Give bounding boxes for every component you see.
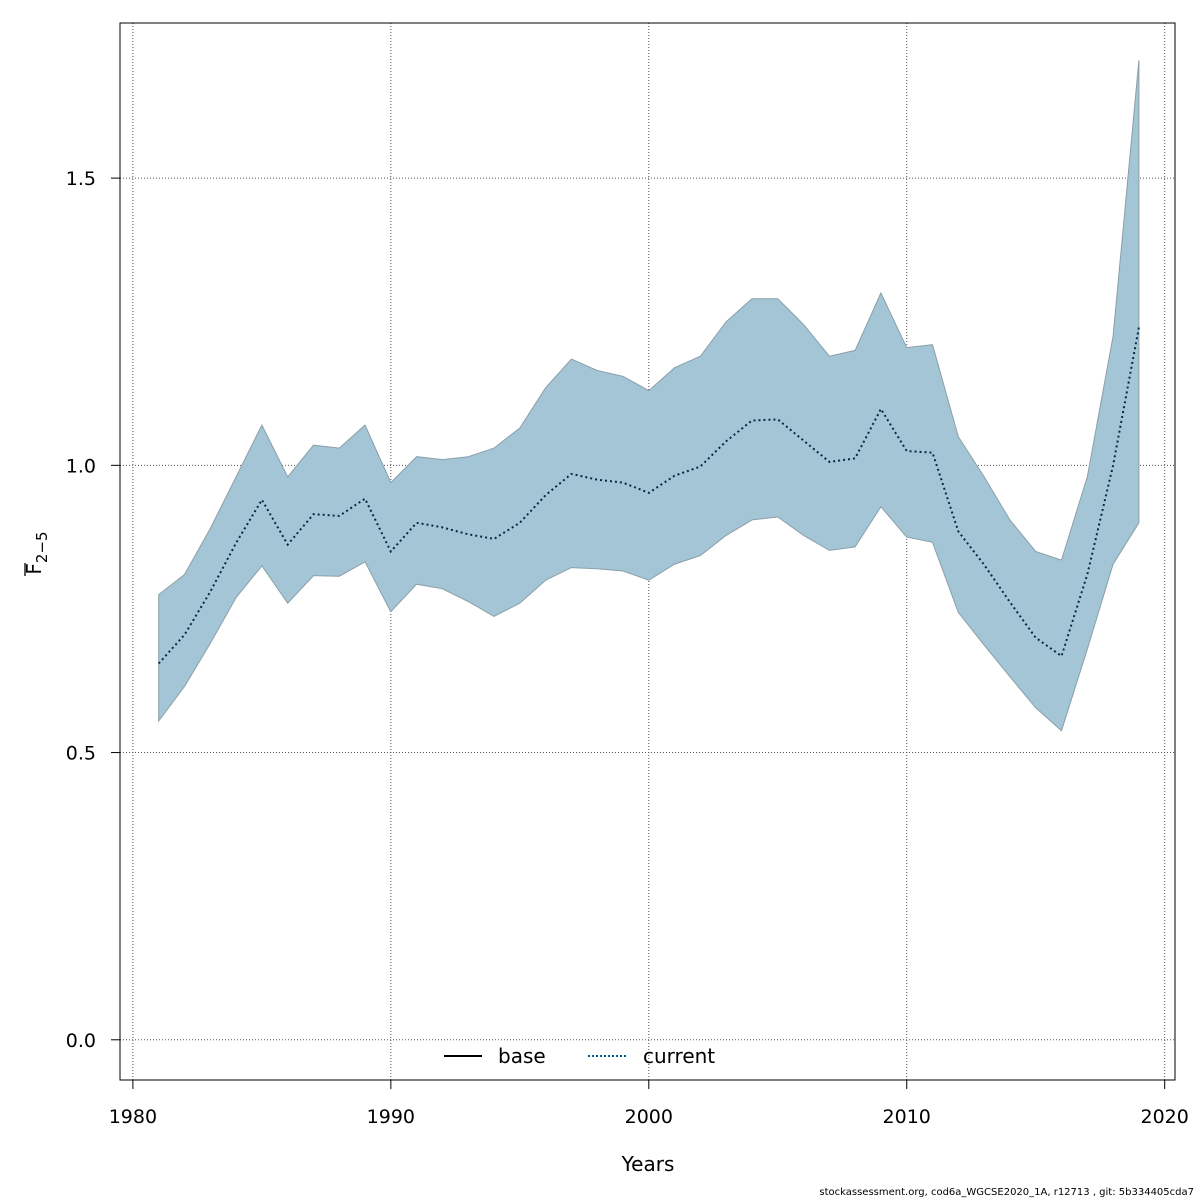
svg-text:F2−5: F2−5 — [22, 531, 51, 574]
x-tick-label-2020: 2020 — [1141, 1106, 1189, 1128]
legend-label-base: base — [498, 1044, 546, 1068]
x-tick-label-1980: 1980 — [109, 1106, 157, 1128]
x-axis-title: Years — [621, 1152, 675, 1176]
y-tick-label-0.0: 0.0 — [66, 1030, 96, 1052]
x-tick-label-1990: 1990 — [367, 1106, 415, 1128]
y-axis-title-main: F — [22, 563, 46, 575]
confidence-band — [158, 60, 1140, 732]
series-line-current — [157, 327, 1140, 665]
x-tick-label-2000: 2000 — [625, 1106, 673, 1128]
x-tick-label-2010: 2010 — [883, 1106, 931, 1128]
y-axis-title-sub: 2−5 — [33, 531, 51, 563]
y-tick-label-0.5: 0.5 — [66, 743, 96, 765]
y-tick-label-1.5: 1.5 — [66, 168, 96, 190]
legend: base current — [444, 1044, 715, 1068]
plot-frame — [119, 22, 1176, 1081]
legend-label-current: current — [643, 1044, 715, 1068]
y-axis-title: F2−5 — [22, 531, 51, 576]
footer-source: stockassessment.org, cod6a_WGCSE2020_1A,… — [819, 1187, 1194, 1198]
y-tick-label-1.0: 1.0 — [66, 455, 96, 477]
